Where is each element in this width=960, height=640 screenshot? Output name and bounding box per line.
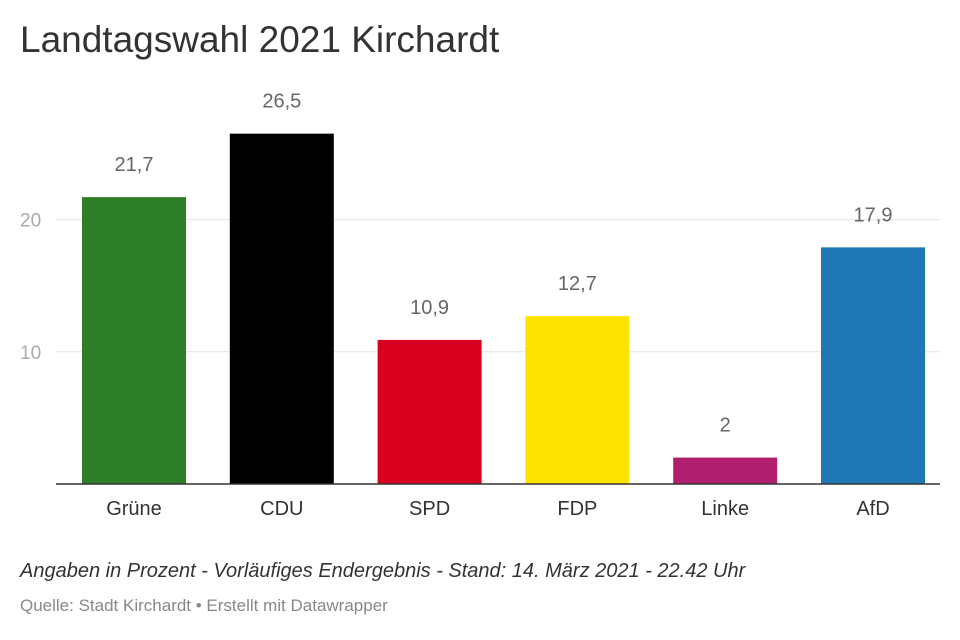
x-tick-label: SPD (409, 498, 450, 520)
x-tick-label: Grüne (106, 498, 162, 520)
x-tick-label: Linke (701, 498, 749, 520)
x-tick-label: FDP (557, 498, 597, 520)
x-tick-label: CDU (260, 498, 303, 520)
bar-value-label: 17,9 (854, 204, 893, 226)
y-tick-label: 10 (20, 343, 41, 364)
bar-grne (82, 197, 186, 484)
bar-fdp (525, 316, 630, 484)
bar-cdu (229, 133, 334, 485)
bar-chart: 10 20 21,7 Grüne 26,5 CDU 10,9 SPD 12,7 FDP 2 Linke… (20, 91, 940, 520)
bar-afd (821, 247, 925, 484)
x-tick-label: AfD (856, 498, 889, 520)
chart-title: Landtagswahl 2021 Kirchardt (20, 19, 500, 60)
chart-source: Quelle: Stadt Kirchardt • Erstellt mit D… (20, 596, 388, 615)
bar-linke (673, 457, 778, 484)
bar-spd (377, 339, 482, 484)
bar-value-label: 2 (720, 415, 731, 437)
bar-value-label: 10,9 (410, 297, 449, 319)
bar-value-label: 26,5 (262, 91, 301, 113)
bar-value-label: 21,7 (115, 154, 154, 176)
bar-value-label: 12,7 (558, 273, 597, 295)
chart-notes: Angaben in Prozent - Vorläufiges Enderge… (20, 560, 746, 582)
y-tick-label: 20 (20, 211, 41, 232)
